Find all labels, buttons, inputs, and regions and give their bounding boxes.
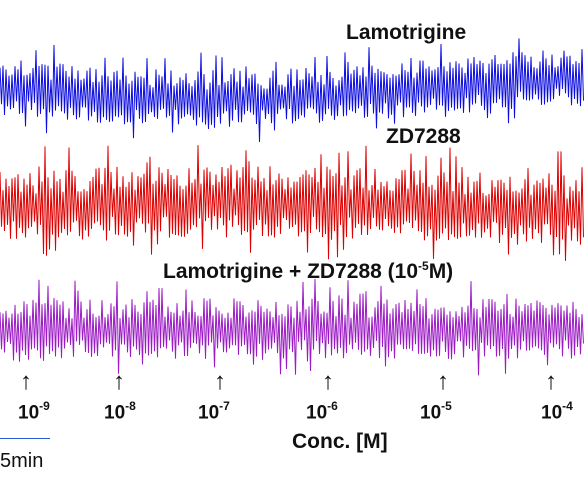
concentration-tick: 10-8 [104,399,136,424]
series-label-lamotrigine: Lamotrigine [346,21,467,44]
series-label-combination: Lamotrigine + ZD7288 (10-5M) [163,259,454,283]
arrow-up-icon: ↑ [322,368,334,395]
time-scale-bar [0,438,50,439]
arrow-up-icon: ↑ [20,368,32,395]
concentration-tick: 10-7 [198,399,230,424]
concentration-tick: 10-4 [541,399,573,424]
arrow-up-icon: ↑ [113,368,125,395]
concentration-tick: 10-5 [420,399,452,424]
trace-1 [0,38,584,143]
arrow-up-icon: ↑ [437,368,449,395]
arrow-up-icon: ↑ [214,368,226,395]
concentration-tick: 10-9 [18,399,50,424]
concentration-tick: 10-6 [306,399,338,424]
time-scale-label: 5min [0,450,44,472]
x-axis-label: Conc. [M] [292,430,388,453]
arrow-up-icon: ↑ [545,368,557,395]
trace-2 [0,145,584,261]
trace-3 [0,278,584,376]
series-label-zd7288: ZD7288 [386,125,461,148]
